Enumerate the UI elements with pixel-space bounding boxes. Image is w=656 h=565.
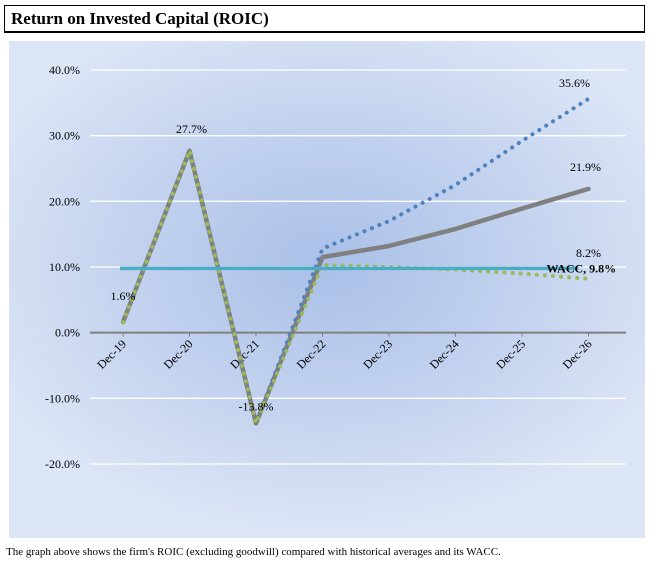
y-tick-label: 40.0% xyxy=(49,63,80,77)
x-tick-label: Dec-19 xyxy=(94,337,129,372)
y-tick-label: 30.0% xyxy=(49,129,80,143)
series-line-base xyxy=(120,148,591,426)
y-tick-labels: 40.0% 30.0% 20.0% 10.0% 0.0% -10.0% -20.0% xyxy=(45,63,80,471)
x-tick-label: Dec-26 xyxy=(560,337,595,372)
x-tick-label: Dec-20 xyxy=(161,337,196,372)
x-tick-label: Dec-23 xyxy=(360,337,395,372)
plot-area xyxy=(9,41,645,538)
data-label: 21.9% xyxy=(570,160,601,174)
x-tick-label: Dec-21 xyxy=(227,337,262,372)
title-box: Return on Invested Capital (ROIC) xyxy=(4,5,645,33)
data-label: 35.6% xyxy=(559,76,590,90)
y-tick-label: -20.0% xyxy=(45,457,80,471)
x-tick-labels: Dec-19 Dec-20 Dec-21 Dec-22 Dec-23 Dec-24 Dec-… xyxy=(94,337,594,372)
y-tick-label: -10.0% xyxy=(45,391,80,405)
data-label: 27.7% xyxy=(176,122,207,136)
data-label: -13.8% xyxy=(239,399,274,413)
chart-title: Return on Invested Capital (ROIC) xyxy=(11,9,269,28)
x-tick-label: Dec-22 xyxy=(294,337,329,372)
series-layer xyxy=(120,96,591,426)
roic-chart: 40.0% 30.0% 20.0% 10.0% 0.0% -10.0% -20.0% Dec… xyxy=(45,63,626,471)
data-label: 8.2% xyxy=(576,246,601,260)
series-line-bear xyxy=(121,148,591,426)
y-tick-label: 0.0% xyxy=(55,326,80,340)
footnote: The graph above shows the firm's ROIC (e… xyxy=(6,546,501,558)
data-label: WACC, 9.8% xyxy=(547,261,617,275)
y-tick-label: 20.0% xyxy=(49,194,80,208)
data-labels: 1.6% 27.7% -13.8% 35.6% 21.9% 8.2%WACC, 9.8% xyxy=(111,76,617,413)
x-tick-label: Dec-25 xyxy=(493,337,528,372)
series-line-bull xyxy=(121,96,591,426)
data-label: 1.6% xyxy=(111,289,136,303)
y-tick-label: 10.0% xyxy=(49,260,80,274)
x-tick-label: Dec-24 xyxy=(427,337,462,372)
